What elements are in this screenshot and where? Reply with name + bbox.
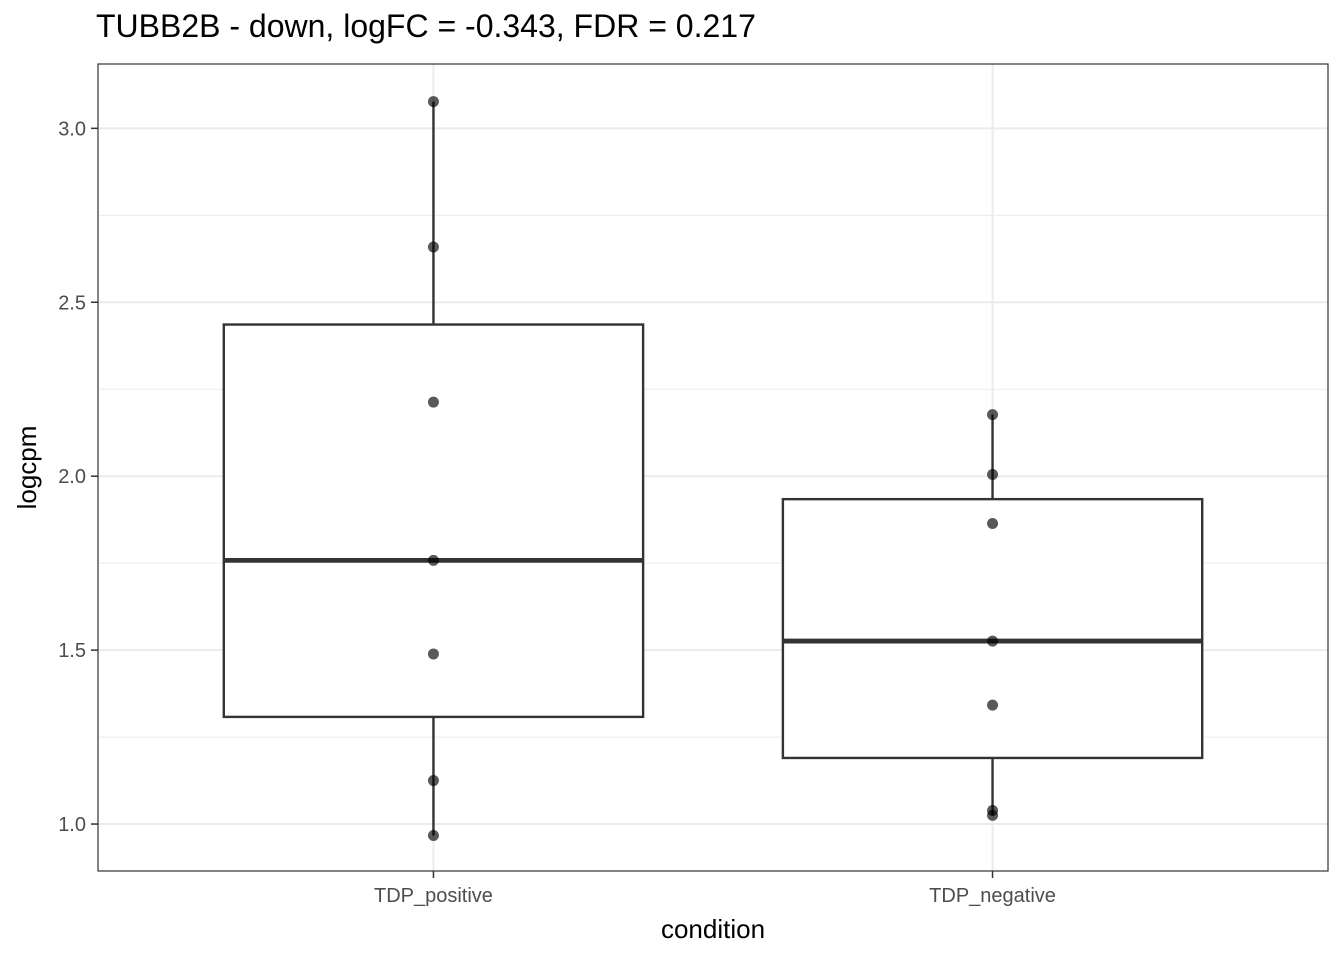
data-point: [427, 396, 439, 408]
data-point: [987, 518, 999, 530]
data-point: [427, 830, 439, 842]
y-tick-label: 1.0: [58, 814, 86, 836]
x-axis-title: condition: [661, 914, 765, 944]
data-point: [987, 809, 999, 821]
data-point: [427, 241, 439, 253]
data-point: [987, 409, 999, 421]
data-point: [427, 648, 439, 660]
box-layer: [222, 101, 1204, 836]
y-tick-label: 3.0: [58, 118, 86, 140]
axis-layer: 1.0 1.5 2.0 2.5 3.0 TDP_positive TDP_negative: [58, 118, 1056, 907]
panel-border: [97, 63, 1329, 872]
data-point: [987, 699, 999, 711]
y-axis-title: logcpm: [12, 426, 42, 510]
y-tick-label: 2.5: [58, 292, 86, 314]
y-tick-label: 2.0: [58, 466, 86, 488]
y-tick-label: 1.5: [58, 640, 86, 662]
point-layer: [427, 96, 999, 842]
chart-title: TUBB2B - down, logFC = -0.343, FDR = 0.2…: [96, 8, 756, 44]
data-point: [987, 635, 999, 647]
data-point: [427, 96, 439, 108]
data-point: [427, 554, 439, 566]
box-iqr: [781, 497, 1204, 760]
data-point: [987, 468, 999, 480]
x-tick-label: TDP_negative: [929, 885, 1056, 907]
x-tick-label: TDP_positive: [374, 885, 493, 907]
data-point: [427, 775, 439, 787]
